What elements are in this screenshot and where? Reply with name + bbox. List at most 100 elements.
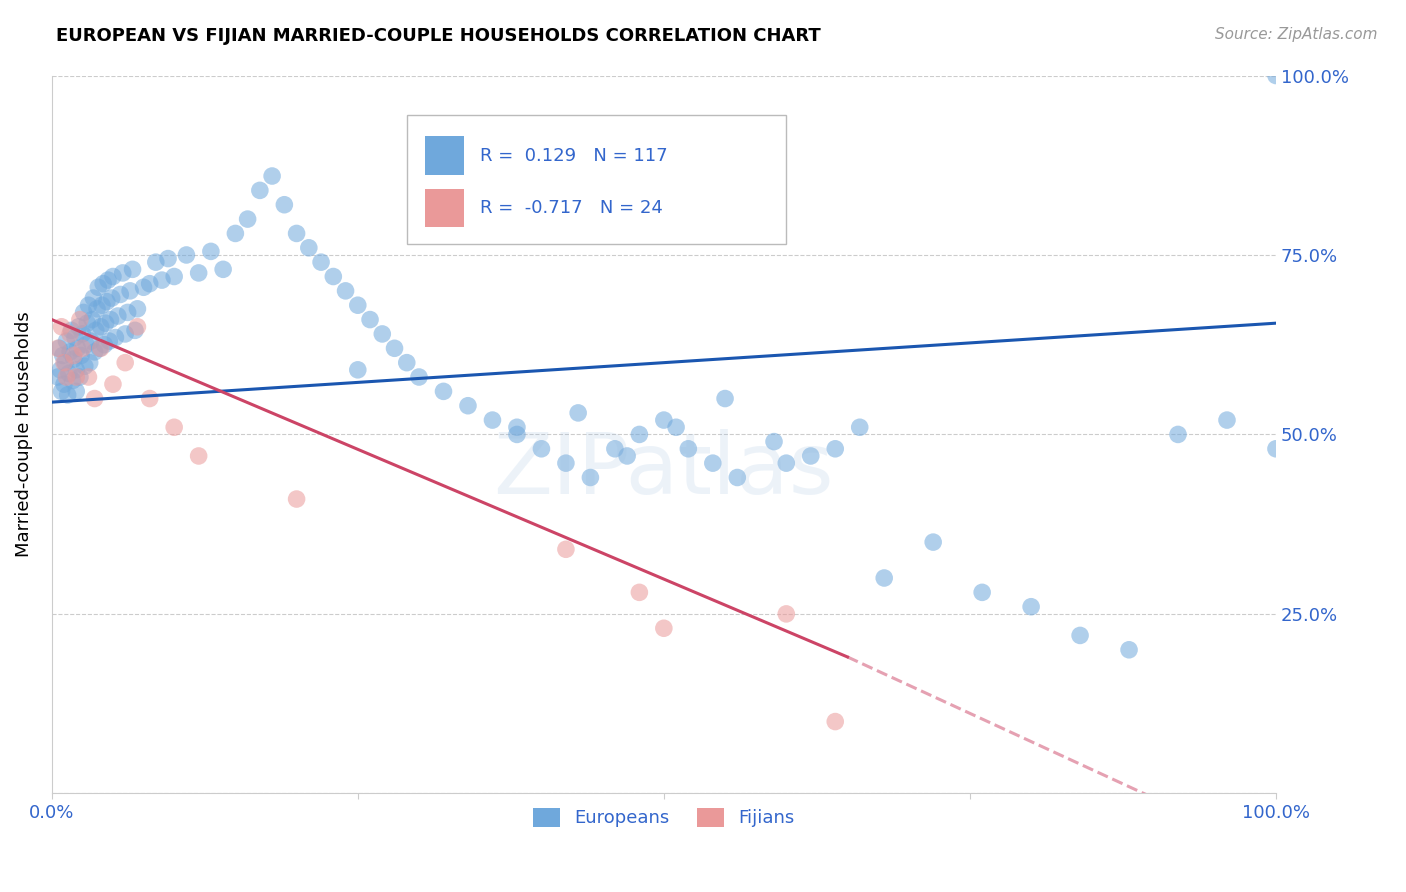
Point xyxy=(714,392,737,406)
Point xyxy=(77,298,100,312)
Point xyxy=(163,420,186,434)
Point xyxy=(506,427,529,442)
Point xyxy=(97,273,120,287)
Point xyxy=(249,183,271,197)
Point xyxy=(98,334,121,348)
Point xyxy=(101,377,124,392)
Point xyxy=(800,449,823,463)
Text: R =  -0.717   N = 24: R = -0.717 N = 24 xyxy=(481,199,664,217)
Point xyxy=(616,449,638,463)
Point xyxy=(176,248,198,262)
Point xyxy=(138,392,160,406)
Point xyxy=(55,334,77,348)
Point xyxy=(90,319,112,334)
Point xyxy=(94,316,117,330)
Point xyxy=(127,319,149,334)
Point xyxy=(309,255,332,269)
Point xyxy=(86,301,108,316)
Point xyxy=(76,316,98,330)
Point xyxy=(555,456,578,470)
Point xyxy=(93,337,115,351)
Point xyxy=(56,388,79,402)
Point xyxy=(62,374,84,388)
Point xyxy=(46,341,69,355)
Point xyxy=(51,319,73,334)
Point xyxy=(138,277,160,291)
Point xyxy=(163,269,186,284)
Point xyxy=(65,384,87,399)
Point xyxy=(91,298,114,312)
Point xyxy=(70,349,93,363)
Point xyxy=(408,370,430,384)
Point xyxy=(346,298,368,312)
Text: R =  0.129   N = 117: R = 0.129 N = 117 xyxy=(481,146,668,164)
FancyBboxPatch shape xyxy=(425,136,464,175)
Legend: Europeans, Fijians: Europeans, Fijians xyxy=(526,801,801,835)
Point xyxy=(1265,442,1288,456)
Point xyxy=(75,337,97,351)
Point xyxy=(72,341,94,355)
Point xyxy=(114,356,136,370)
Point xyxy=(66,341,89,355)
Point xyxy=(49,363,72,377)
Point xyxy=(80,334,103,348)
Point xyxy=(100,312,122,326)
Point xyxy=(262,169,284,183)
Y-axis label: Married-couple Households: Married-couple Households xyxy=(15,311,32,558)
Point xyxy=(824,442,846,456)
Point xyxy=(107,309,129,323)
Point xyxy=(91,277,114,291)
Point xyxy=(384,341,406,355)
Point xyxy=(555,542,578,557)
Point xyxy=(110,287,132,301)
Point xyxy=(53,356,76,370)
Point xyxy=(53,377,76,392)
Point xyxy=(104,330,127,344)
Point xyxy=(111,266,134,280)
Point xyxy=(79,356,101,370)
Point xyxy=(335,284,357,298)
Point xyxy=(187,449,209,463)
Point xyxy=(371,326,394,341)
Point xyxy=(121,262,143,277)
Point xyxy=(53,356,76,370)
Point xyxy=(124,323,146,337)
Point xyxy=(145,255,167,269)
Point xyxy=(236,212,259,227)
Point xyxy=(67,319,90,334)
Point xyxy=(51,384,73,399)
Point xyxy=(775,607,797,621)
Point xyxy=(775,456,797,470)
Point xyxy=(72,326,94,341)
Point xyxy=(63,330,86,344)
Point xyxy=(922,535,945,549)
Point xyxy=(432,384,454,399)
Point xyxy=(628,427,651,442)
Point xyxy=(52,349,75,363)
Point xyxy=(48,341,70,355)
Point xyxy=(84,323,107,337)
Point xyxy=(62,352,84,367)
Point xyxy=(1019,599,1042,614)
Point xyxy=(530,442,553,456)
Text: EUROPEAN VS FIJIAN MARRIED-COUPLE HOUSEHOLDS CORRELATION CHART: EUROPEAN VS FIJIAN MARRIED-COUPLE HOUSEH… xyxy=(56,27,821,45)
Point xyxy=(628,585,651,599)
Point xyxy=(127,301,149,316)
Point xyxy=(298,241,321,255)
Point xyxy=(96,294,118,309)
Point xyxy=(678,442,700,456)
Point xyxy=(1118,642,1140,657)
Point xyxy=(567,406,589,420)
FancyBboxPatch shape xyxy=(406,115,786,244)
Point xyxy=(652,621,675,635)
Point xyxy=(150,273,173,287)
Point xyxy=(72,305,94,319)
Point xyxy=(117,305,139,319)
Point xyxy=(702,456,724,470)
Point xyxy=(652,413,675,427)
Point xyxy=(90,341,112,355)
Point xyxy=(224,227,246,241)
Point xyxy=(824,714,846,729)
Point xyxy=(1167,427,1189,442)
Point xyxy=(87,280,110,294)
